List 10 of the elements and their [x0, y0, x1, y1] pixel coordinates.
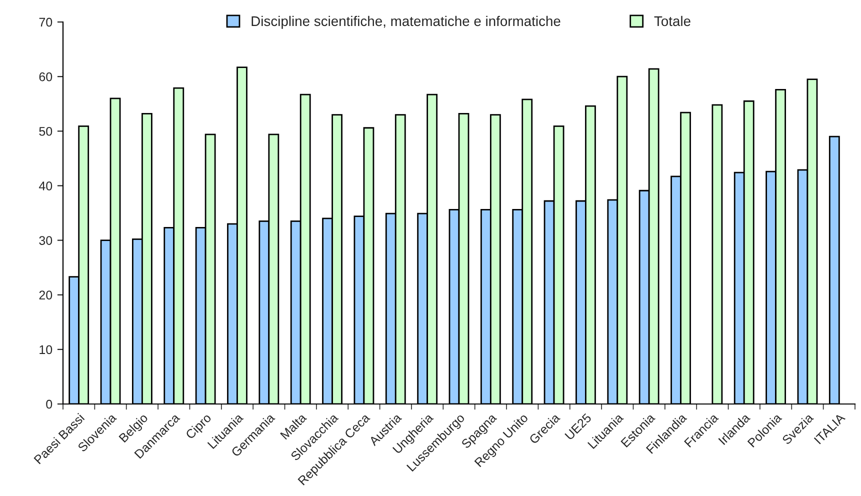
- y-tick-label: 50: [39, 126, 52, 136]
- y-tick-label: 60: [39, 72, 52, 82]
- y-tick-label: 70: [39, 18, 52, 27]
- y-tick-label: 40: [38, 182, 52, 190]
- y-tick-label: 30: [39, 236, 52, 245]
- y-tick-label: 0: [46, 400, 52, 409]
- y-tick-label: 20: [39, 290, 52, 300]
- legend-label: Totale: [654, 16, 690, 26]
- legend-label: Discipline scientifiche, matematiche e informatiche: [252, 16, 560, 29]
- y-tick-label: 10: [40, 345, 52, 354]
